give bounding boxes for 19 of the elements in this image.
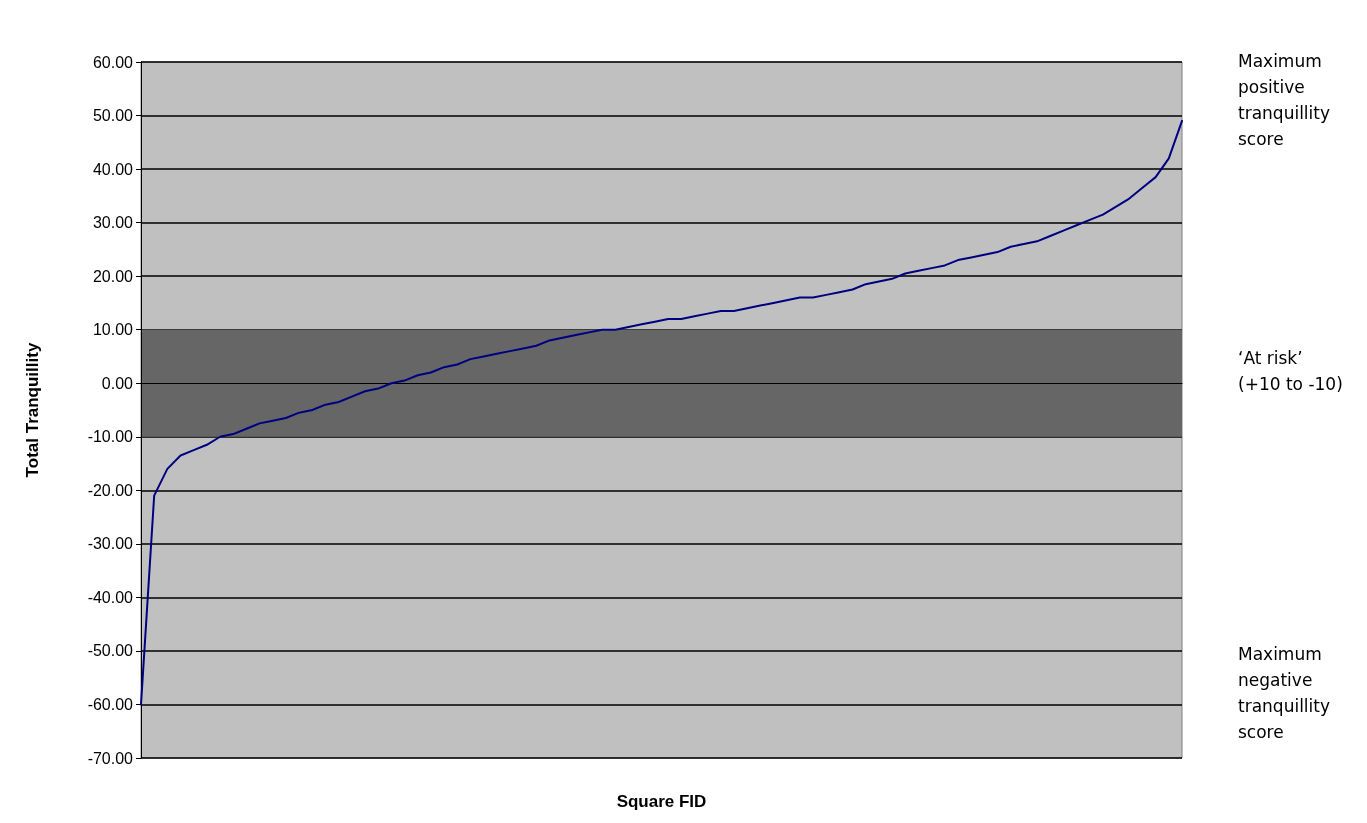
text: Maximum negative tranquillity score [1238,644,1336,742]
text: Maximum positive tranquillity score [1238,51,1336,149]
y-axis-title: Total Tranquillity [23,342,42,478]
y-tick-label: -70.00 [87,749,134,767]
y-tick-label: 10.00 [92,321,134,339]
y-tick-label: 20.00 [92,267,134,285]
text: ‘At risk’ (+10 to -10) [1238,347,1343,394]
y-tick-label: -60.00 [87,695,134,713]
y-tick-label: 60.00 [92,53,134,71]
x-axis-title: Square FID [616,792,707,811]
y-tick-label: 50.00 [92,107,134,125]
y-tick-label: 0.00 [101,374,134,392]
y-tick-label: -10.00 [87,428,134,446]
y-tick-label: 30.00 [92,214,134,232]
y-tick-label: -30.00 [87,535,134,553]
y-tick-label: -50.00 [87,642,134,660]
y-tick-label: -20.00 [87,481,134,499]
y-tick-label: -40.00 [87,588,134,606]
y-tick-label: 40.00 [92,160,134,178]
